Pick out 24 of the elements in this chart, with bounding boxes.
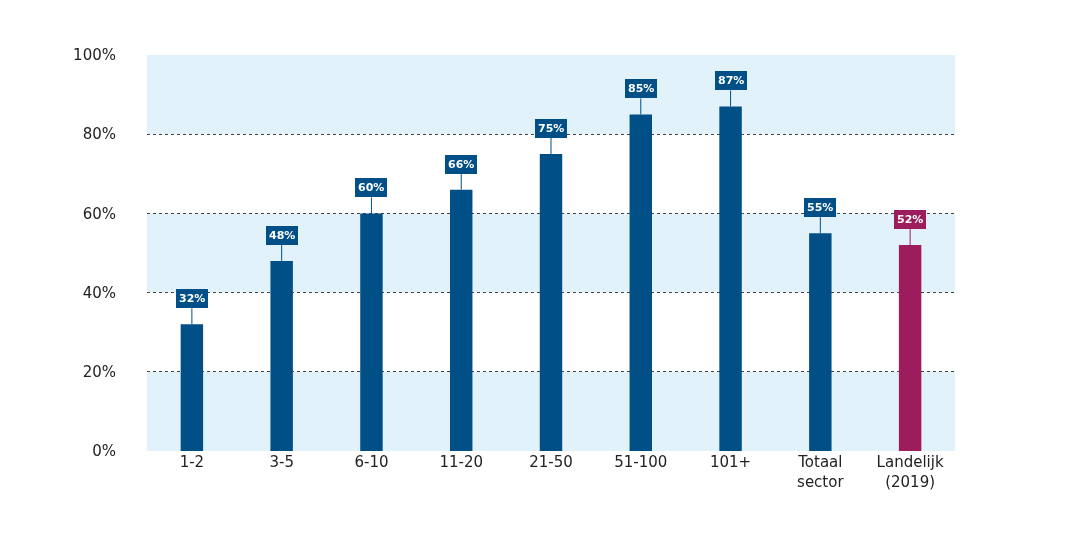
data-label: 87% [718, 74, 745, 87]
x-tick-label: 101+ [709, 453, 752, 471]
x-tick-label: 21-50 [529, 453, 573, 471]
x-tick-label: Totaal sector [797, 453, 845, 491]
x-tick-label: 1-2 [179, 453, 205, 471]
data-label: 85% [628, 82, 655, 95]
y-tick-label: 100% [73, 46, 116, 65]
y-tick-label: 80% [82, 125, 116, 144]
data-label: 52% [897, 213, 924, 226]
data-label: 66% [448, 158, 475, 171]
data-label: 55% [807, 201, 834, 214]
x-tick-label: Landelijk (2019) [876, 453, 944, 491]
data-label: 48% [269, 229, 296, 242]
x-tick-label: 6-10 [354, 453, 389, 471]
data-label: 75% [538, 122, 565, 135]
data-label: 60% [358, 181, 385, 194]
x-tick-label: 11-20 [439, 453, 484, 471]
y-tick-label: 20% [82, 363, 116, 382]
x-tick-label: 51-100 [614, 453, 668, 471]
y-tick-label: 0% [92, 442, 116, 461]
data-label: 32% [179, 292, 206, 305]
y-tick-label: 60% [82, 204, 116, 223]
x-tick-label: 3-5 [269, 453, 294, 471]
y-tick-label: 40% [82, 283, 116, 302]
